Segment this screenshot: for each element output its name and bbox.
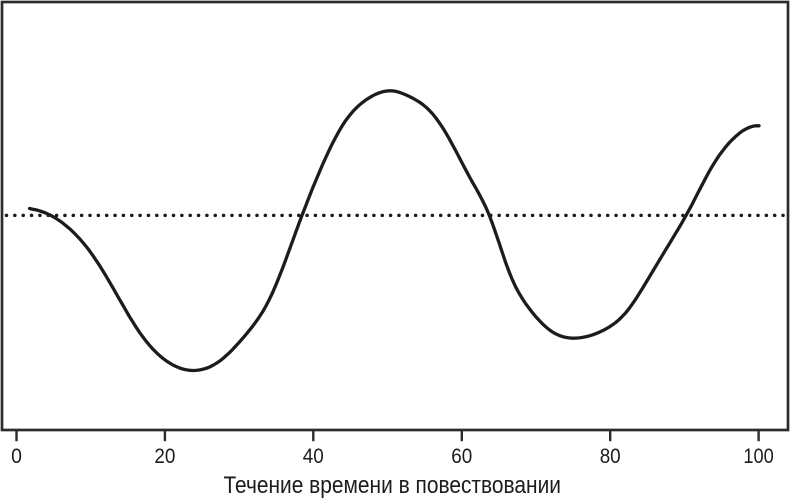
svg-text:100: 100 xyxy=(743,444,773,468)
svg-text:40: 40 xyxy=(303,444,324,468)
svg-text:0: 0 xyxy=(11,444,22,468)
svg-text:Течение времени в повествовани: Течение времени в повествовании xyxy=(223,472,561,498)
svg-text:20: 20 xyxy=(154,444,175,468)
svg-text:60: 60 xyxy=(451,444,472,468)
svg-text:80: 80 xyxy=(600,444,621,468)
